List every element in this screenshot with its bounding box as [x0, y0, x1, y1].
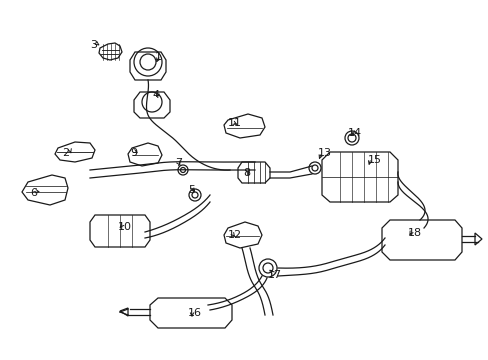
Text: 7: 7 — [175, 158, 182, 168]
Text: 14: 14 — [347, 128, 362, 138]
Text: 5: 5 — [187, 185, 195, 195]
Text: 6: 6 — [30, 188, 37, 198]
Text: 2: 2 — [62, 148, 69, 158]
Text: 11: 11 — [227, 118, 242, 128]
Text: 17: 17 — [267, 270, 282, 280]
Text: 4: 4 — [152, 90, 159, 100]
Text: 3: 3 — [90, 40, 97, 50]
Text: 18: 18 — [407, 228, 421, 238]
Text: 9: 9 — [130, 148, 137, 158]
Text: 12: 12 — [227, 230, 242, 240]
Text: 13: 13 — [317, 148, 331, 158]
Text: 16: 16 — [187, 308, 202, 318]
Text: 8: 8 — [243, 168, 250, 178]
Text: 1: 1 — [155, 52, 162, 62]
Text: 15: 15 — [367, 155, 381, 165]
Text: 10: 10 — [118, 222, 132, 232]
